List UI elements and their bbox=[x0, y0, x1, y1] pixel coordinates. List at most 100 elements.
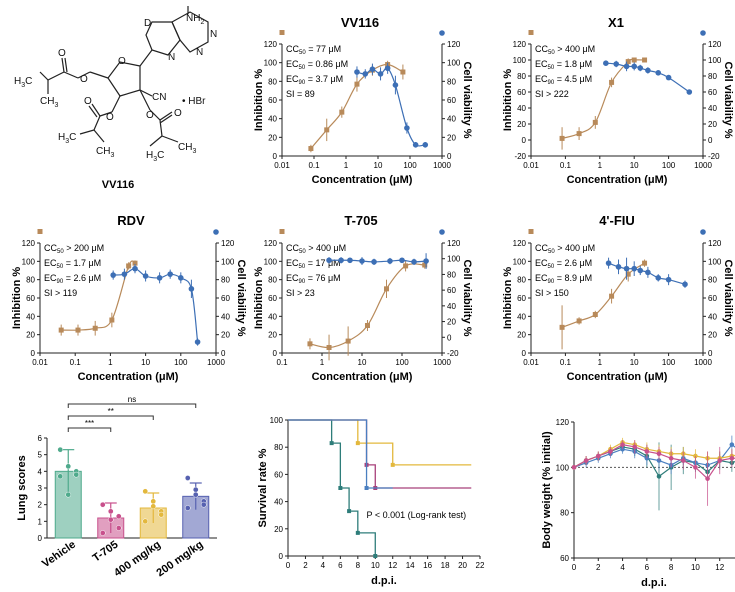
survival-line-200-mg-kg bbox=[288, 419, 472, 489]
rdv-x-label: Concentration (μM) bbox=[78, 371, 179, 383]
weight-point bbox=[680, 458, 686, 463]
hbr-label: • HBr bbox=[182, 96, 206, 107]
survival-y-tick-label: 0 bbox=[279, 552, 284, 561]
t705-annotation: EC90 = 76 μM bbox=[286, 273, 341, 285]
survival-line-vehicle bbox=[288, 419, 376, 556]
survival-x-tick-label: 14 bbox=[406, 561, 415, 570]
vv116-right-tick-label: 60 bbox=[447, 96, 456, 105]
fiu-inhibition-point bbox=[576, 318, 582, 324]
x1-right-tick-label: 100 bbox=[708, 56, 722, 65]
ring-n2-label: N bbox=[196, 47, 203, 58]
t705-inhibition-point bbox=[307, 341, 313, 347]
triazine-ring bbox=[171, 11, 209, 53]
weight-point bbox=[656, 451, 662, 457]
t705-viability-point bbox=[411, 259, 417, 265]
vv116-inhibition-point bbox=[400, 69, 406, 75]
survival-event-marker bbox=[390, 462, 395, 467]
t705-inhibition-point bbox=[422, 262, 428, 268]
weight-point bbox=[571, 465, 577, 470]
rdv-x-tick-label: 10 bbox=[141, 358, 150, 367]
vv116-right-y-label: Cell viability % bbox=[461, 61, 473, 138]
vv116-inhibition-point bbox=[339, 109, 345, 115]
lung-data-point bbox=[57, 473, 64, 480]
vv116-legend-circle bbox=[439, 30, 445, 36]
rdv-right-y-label: Cell viability % bbox=[235, 259, 247, 336]
weight-y-tick-label: 80 bbox=[560, 509, 569, 518]
lung-data-point bbox=[142, 488, 149, 495]
vv116-right-tick-label: 80 bbox=[447, 77, 456, 86]
fiu-left-tick-label: 0 bbox=[522, 349, 527, 358]
vv116-x-tick-label: 10 bbox=[374, 161, 383, 170]
fiu-right-tick-label: 20 bbox=[708, 331, 717, 340]
rdv-viability-point bbox=[167, 271, 174, 277]
methyl-label-6: CH3 bbox=[178, 142, 196, 155]
fiu-annotation: CC50 > 400 μM bbox=[535, 243, 595, 255]
x1-annotation: CC50 > 400 μM bbox=[535, 44, 595, 56]
vv116-right-tick-label: 40 bbox=[447, 115, 456, 124]
x1-x-tick-label: 100 bbox=[662, 161, 676, 170]
lung-y-tick-label: 5 bbox=[38, 451, 43, 460]
fiu-x-tick-label: 1 bbox=[598, 358, 603, 367]
survival-x-tick-label: 0 bbox=[286, 561, 291, 570]
lung-significance-bracket bbox=[67, 427, 112, 432]
weight-x-tick-label: 10 bbox=[691, 563, 700, 572]
rdv-viability-point bbox=[188, 286, 195, 292]
fiu-left-tick-label: 20 bbox=[517, 331, 526, 340]
fiu-annotation: SI > 150 bbox=[535, 288, 569, 298]
x1-viability-point bbox=[665, 74, 672, 81]
t705-inhibition-point bbox=[403, 263, 409, 269]
methyl-label-3: H3C bbox=[58, 132, 76, 145]
t705-annotation: EC50 = 17 μM bbox=[286, 258, 341, 270]
fiu-right-tick-label: 60 bbox=[708, 294, 717, 303]
rdv-x-tick-label: 1000 bbox=[207, 358, 225, 367]
fiu-left-tick-label: 80 bbox=[517, 276, 526, 285]
x1-left-tick-label: 80 bbox=[517, 72, 526, 81]
lung-y-label: Lung scores bbox=[16, 455, 28, 520]
molecule-labels: NH2 D N N N O CN • HBr O O O O O O H3C C… bbox=[14, 13, 217, 163]
t705-right-y-label: Cell viability % bbox=[461, 259, 473, 336]
weight-point bbox=[595, 453, 601, 459]
ribose-ring bbox=[107, 61, 141, 97]
survival-pvalue-annotation: P < 0.001 (Log-rank test) bbox=[367, 510, 467, 520]
lung-category-label: Vehicle bbox=[40, 539, 78, 571]
rdv-right-tick-label: 20 bbox=[221, 331, 230, 340]
rdv-viability-point bbox=[121, 271, 128, 277]
fiu-x-tick-label: 0.1 bbox=[560, 358, 572, 367]
rdv-x-tick-label: 100 bbox=[174, 358, 188, 367]
fiu-left-tick-label: 120 bbox=[513, 239, 527, 248]
x1-viability-point bbox=[603, 60, 609, 66]
rdv-right-tick-label: 100 bbox=[221, 257, 235, 266]
x1-right-tick-label: 80 bbox=[708, 72, 717, 81]
fiu-viability-point bbox=[605, 260, 612, 266]
lung-data-point bbox=[107, 516, 114, 523]
x1-viability-point bbox=[623, 63, 630, 70]
x1-viability-point bbox=[645, 67, 651, 74]
fiu-x-tick-label: 10 bbox=[630, 358, 639, 367]
lung-significance-label: ** bbox=[108, 407, 114, 416]
rdv-inhibition-point bbox=[58, 327, 64, 333]
t705-right-tick-label: -20 bbox=[447, 349, 459, 358]
vv116-left-tick-label: 60 bbox=[268, 96, 277, 105]
fiu-inhibition-point bbox=[609, 293, 615, 299]
fiu-inhibition-point bbox=[592, 312, 598, 317]
rdv-title: RDV bbox=[117, 213, 145, 228]
weight-x-tick-label: 6 bbox=[645, 563, 650, 572]
fiu-x-tick-label: 100 bbox=[662, 358, 676, 367]
survival-x-tick-label: 18 bbox=[441, 561, 450, 570]
weight-point bbox=[668, 455, 674, 461]
lung-y-tick-label: 2 bbox=[38, 501, 43, 510]
t705-right-tick-label: 40 bbox=[447, 302, 456, 311]
x1-inhibition-point bbox=[559, 135, 565, 141]
rdv-x-tick-label: 0.1 bbox=[70, 358, 82, 367]
vv116-x-tick-label: 1000 bbox=[433, 161, 451, 170]
x1-right-tick-label: 20 bbox=[708, 120, 717, 129]
survival-event-marker bbox=[329, 441, 334, 446]
fiu-viability-point bbox=[645, 269, 651, 276]
lung-category-label: 400 mg/kg bbox=[112, 539, 163, 580]
vv116-inhibition-point bbox=[308, 146, 314, 152]
weight-y-tick-label: 100 bbox=[556, 463, 570, 472]
t705-right-tick-label: 60 bbox=[447, 286, 456, 295]
lung-category-label: T-705 bbox=[91, 539, 121, 565]
lung-significance-label: *** bbox=[85, 419, 94, 428]
